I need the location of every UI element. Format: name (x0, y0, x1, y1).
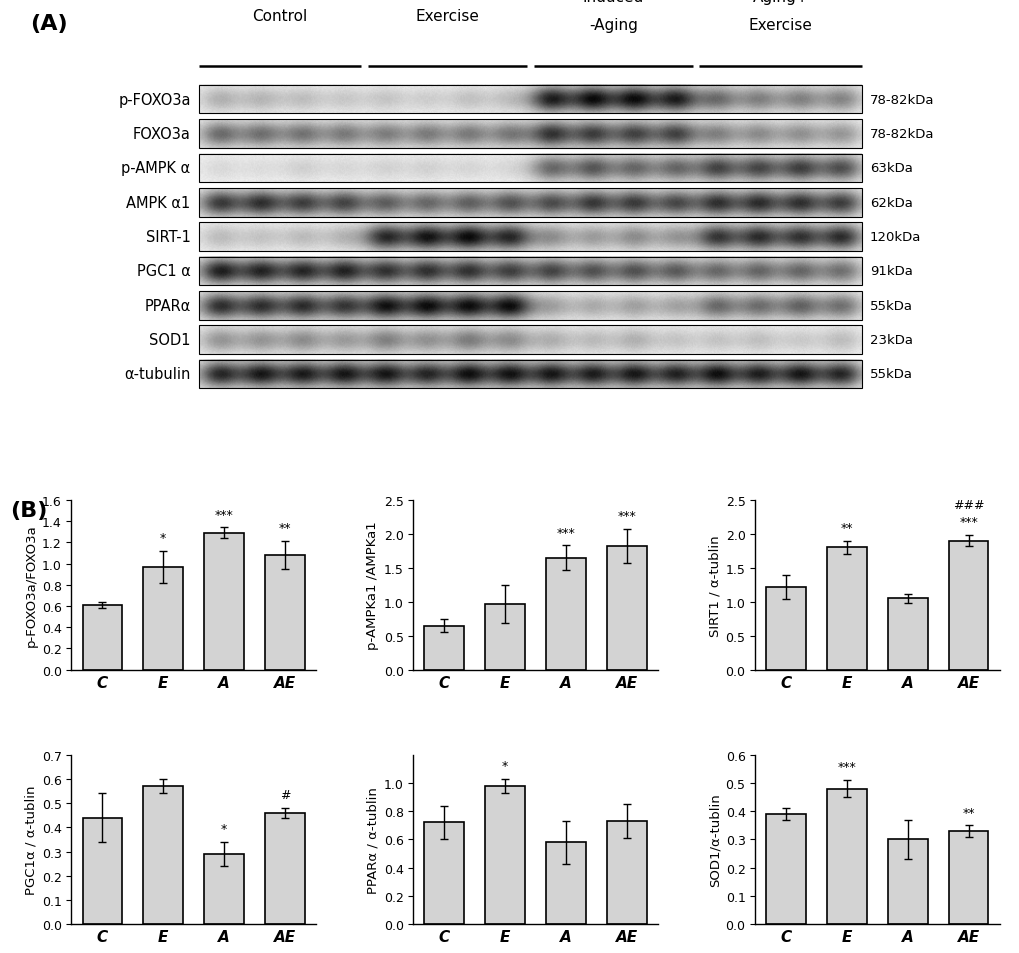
Bar (545, 842, 585, 924)
Bar (199, 86, 861, 114)
Bar (83, 818, 122, 924)
Y-axis label: p-FOXO3a/FOXO3a: p-FOXO3a/FOXO3a (24, 524, 38, 646)
Bar (199, 223, 861, 252)
Text: 78-82kDa: 78-82kDa (869, 93, 933, 107)
Text: **: ** (278, 522, 290, 535)
Text: ***: *** (616, 510, 636, 522)
Bar (265, 556, 305, 670)
Text: *: * (160, 532, 166, 544)
Text: Control: Control (253, 9, 308, 24)
Text: 62kDa: 62kDa (869, 196, 912, 210)
Text: α-tubulin: α-tubulin (124, 367, 191, 382)
Bar (765, 587, 805, 670)
Text: Exercise: Exercise (415, 9, 479, 24)
Text: 55kDa: 55kDa (869, 368, 912, 381)
Y-axis label: PPARα / α-tublin: PPARα / α-tublin (366, 786, 379, 893)
Bar (199, 120, 861, 149)
Text: -Aging: -Aging (588, 18, 637, 33)
Bar (144, 567, 182, 670)
Text: PPARα: PPARα (145, 298, 191, 314)
Bar (606, 821, 646, 924)
Bar (765, 814, 805, 924)
Bar (485, 604, 525, 670)
Text: 23kDa: 23kDa (869, 334, 912, 347)
Bar (948, 541, 987, 670)
Bar (485, 786, 525, 924)
Bar (424, 822, 464, 924)
Bar (144, 786, 182, 924)
Text: ***: *** (959, 516, 977, 529)
Bar (826, 548, 866, 670)
Y-axis label: SOD1/α-tublin: SOD1/α-tublin (708, 793, 720, 886)
Text: Induced: Induced (582, 0, 643, 5)
Bar (424, 626, 464, 670)
Bar (948, 831, 987, 924)
Y-axis label: p-AMPKa1 /AMPKa1: p-AMPKa1 /AMPKa1 (366, 521, 379, 649)
Text: #: # (279, 788, 289, 801)
Bar (199, 257, 861, 286)
Text: ###: ### (952, 498, 983, 512)
Text: *: * (501, 759, 507, 772)
Text: (B): (B) (10, 500, 48, 520)
Text: **: ** (962, 805, 974, 819)
Text: 91kDa: 91kDa (869, 265, 912, 278)
Text: p-AMPK α: p-AMPK α (121, 161, 191, 176)
Bar (204, 854, 244, 924)
Bar (545, 558, 585, 670)
Text: **: ** (840, 521, 853, 535)
Text: Aging+: Aging+ (752, 0, 808, 5)
Text: AMPK α1: AMPK α1 (126, 195, 191, 211)
Y-axis label: SIRT1 / α-tublin: SIRT1 / α-tublin (708, 535, 720, 636)
Text: 55kDa: 55kDa (869, 299, 912, 313)
Bar (199, 189, 861, 217)
Text: FOXO3a: FOXO3a (132, 127, 191, 142)
Text: 120kDa: 120kDa (869, 231, 920, 244)
Text: ***: *** (837, 760, 856, 774)
Bar (888, 598, 926, 670)
Bar (606, 546, 646, 670)
Text: 63kDa: 63kDa (869, 162, 912, 175)
Text: ***: *** (214, 508, 233, 521)
Bar (199, 360, 861, 389)
Bar (204, 533, 244, 670)
Text: ***: *** (556, 526, 575, 539)
Text: *: * (220, 822, 227, 835)
Text: Exercise: Exercise (748, 18, 812, 33)
Text: p-FOXO3a: p-FOXO3a (118, 92, 191, 108)
Text: (A): (A) (31, 14, 68, 34)
Bar (826, 789, 866, 924)
Bar (199, 154, 861, 183)
Bar (888, 840, 926, 924)
Bar (199, 292, 861, 320)
Bar (265, 813, 305, 924)
Text: SOD1: SOD1 (149, 333, 191, 348)
Bar (199, 326, 861, 355)
Y-axis label: PGC1α / α-tublin: PGC1α / α-tublin (24, 785, 38, 894)
Text: SIRT-1: SIRT-1 (146, 230, 191, 245)
Text: 78-82kDa: 78-82kDa (869, 128, 933, 141)
Bar (83, 605, 122, 670)
Text: PGC1 α: PGC1 α (137, 264, 191, 279)
